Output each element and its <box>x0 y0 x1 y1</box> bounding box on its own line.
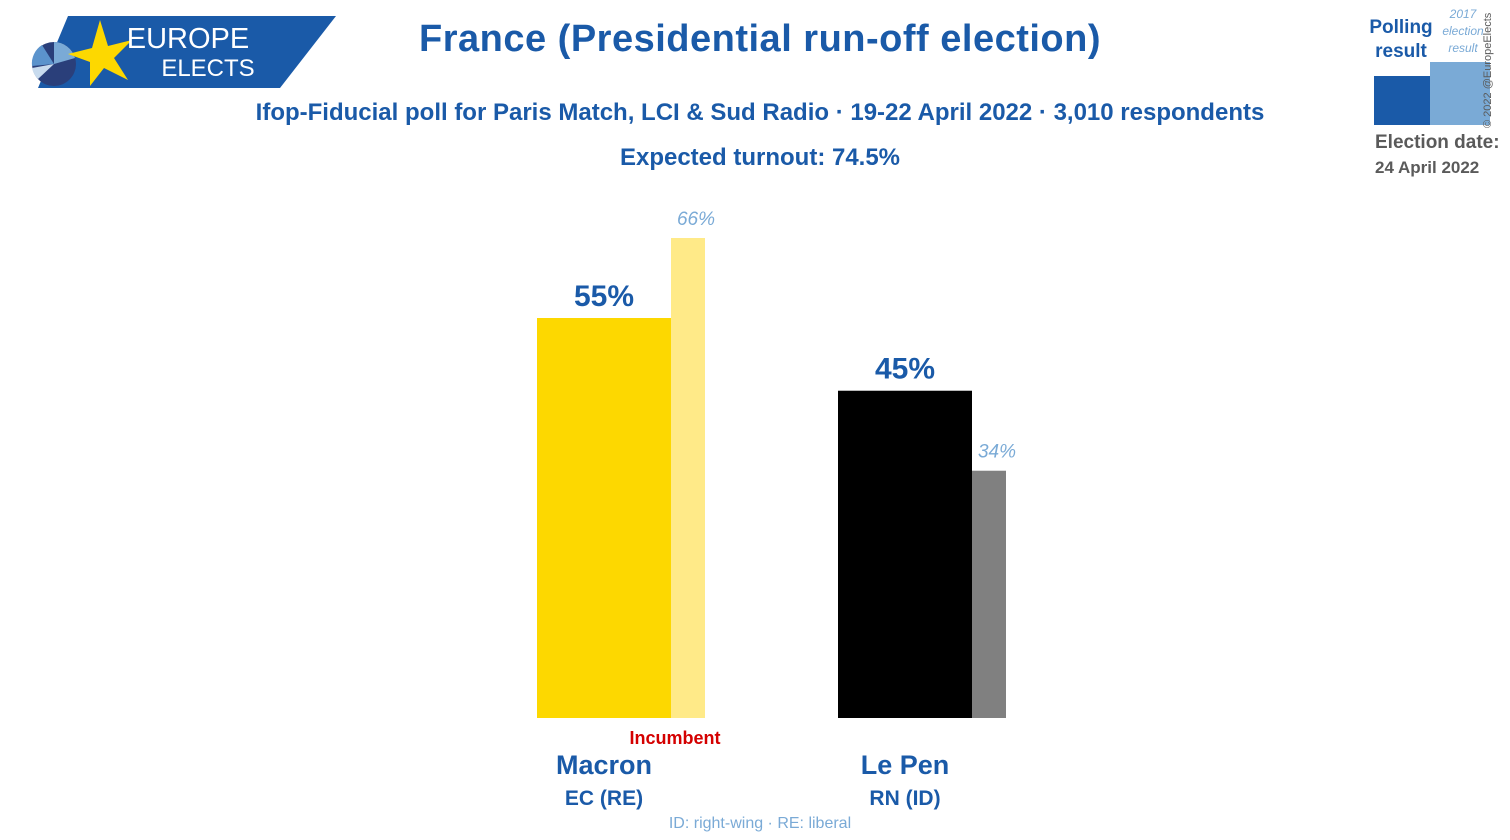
expected-turnout: Expected turnout: 74.5% <box>619 144 901 171</box>
poll-subtitle: Ifop-Fiducial poll for Paris Match, LCI … <box>255 99 1265 126</box>
bar-previous-1 <box>972 470 1006 718</box>
bar-polling-0 <box>537 318 671 718</box>
incumbent-annotation: Incumbent <box>629 728 720 748</box>
data-label-previous-1: 34% <box>978 442 1016 463</box>
data-label-polling-0: 55% <box>574 280 634 313</box>
legend-previous-swatch <box>1430 62 1490 125</box>
party-label-0: EC (RE) <box>565 787 643 810</box>
logo-line2: ELECTS <box>161 55 254 82</box>
data-label-previous-0: 66% <box>677 209 715 230</box>
category-label-0: Macron <box>556 750 652 780</box>
logo-line1: EUROPE <box>127 23 249 55</box>
europe-elects-logo: EUROPE ELECTS <box>31 16 336 88</box>
party-footnote: ID: right-wing · RE: liberal <box>668 815 852 832</box>
party-label-1: RN (ID) <box>869 787 940 810</box>
bar-previous-0 <box>671 238 705 718</box>
bar-polling-1 <box>838 390 972 718</box>
election-date-label: Election date: <box>1375 132 1500 153</box>
chart-title: France (Presidential run-off election) <box>419 18 1101 60</box>
legend-polling-label: Polling result <box>1369 17 1433 62</box>
election-date: 24 April 2022 <box>1375 158 1480 177</box>
category-label-1: Le Pen <box>861 750 950 780</box>
data-label-polling-1: 45% <box>875 353 935 386</box>
legend-previous-label: 2017 election result <box>1442 7 1484 55</box>
legend-polling-swatch <box>1374 76 1434 125</box>
